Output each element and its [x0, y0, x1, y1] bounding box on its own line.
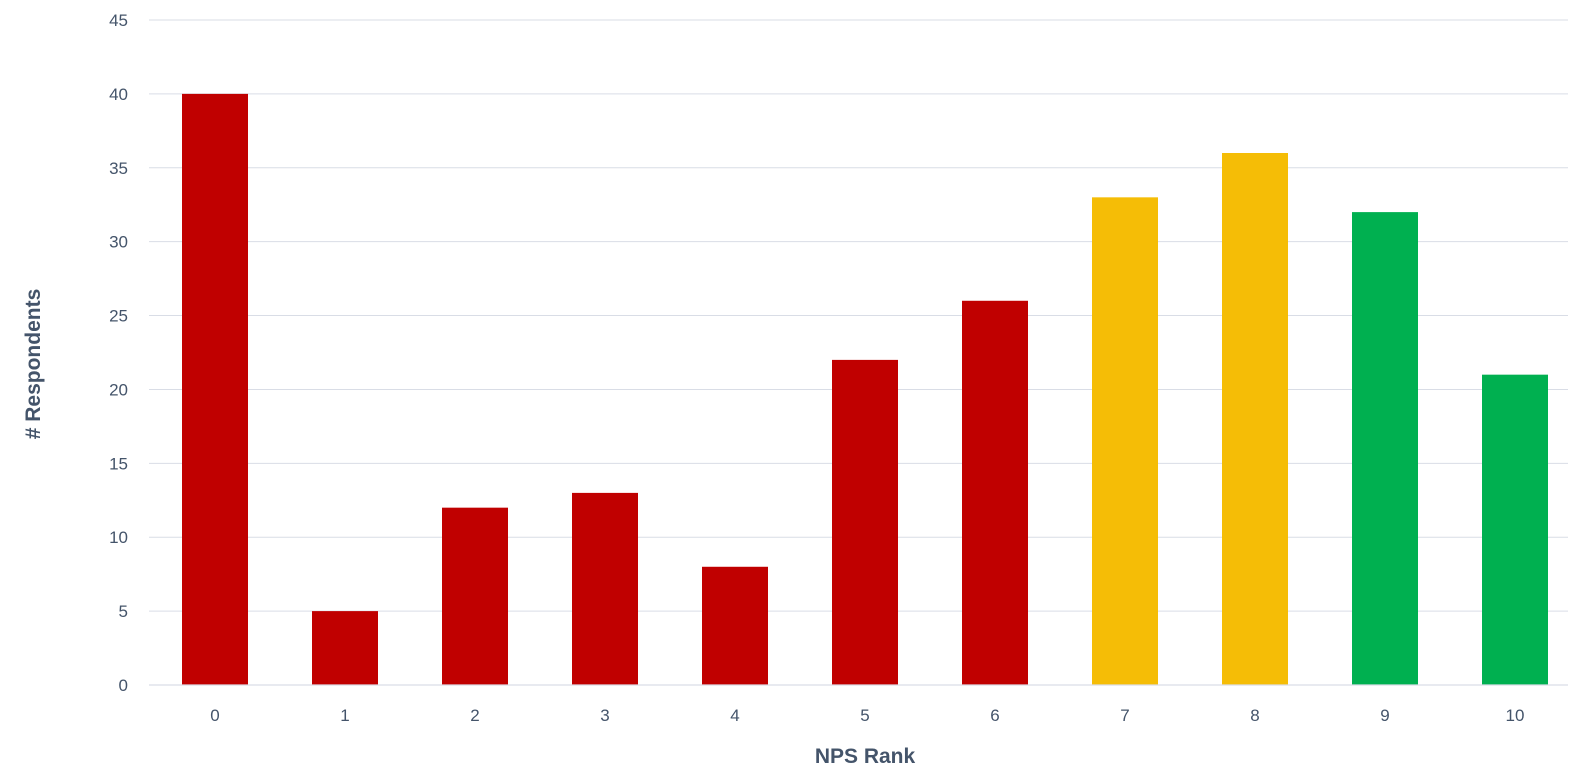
y-tick-label: 30 [109, 233, 128, 252]
bar-nps-0 [182, 93, 248, 685]
x-tick-label: 8 [1250, 706, 1259, 725]
bar-nps-9 [1352, 212, 1418, 685]
x-tick-label: 0 [210, 706, 219, 725]
x-tick-label: 2 [470, 706, 479, 725]
x-tick-label: 1 [340, 706, 349, 725]
y-tick-label: 25 [109, 307, 128, 326]
bar-nps-8 [1222, 153, 1288, 685]
bar-nps-1 [312, 611, 378, 685]
y-axis-ticks: 0 5 10 15 20 25 30 35 40 45 [109, 11, 128, 695]
x-tick-label: 9 [1380, 706, 1389, 725]
bar-nps-6 [962, 300, 1028, 685]
x-axis-ticks: 0 1 2 3 4 5 6 7 8 9 10 [210, 706, 1524, 725]
bar-nps-4 [702, 566, 768, 685]
y-tick-label: 45 [109, 11, 128, 30]
bar-nps-3 [572, 492, 638, 685]
y-tick-label: 15 [109, 454, 128, 473]
bar-nps-5 [832, 359, 898, 685]
y-tick-label: 40 [109, 85, 128, 104]
y-tick-label: 10 [109, 528, 128, 547]
x-tick-label: 5 [860, 706, 869, 725]
y-axis-title: # Respondents [22, 289, 45, 440]
bars [182, 93, 1548, 686]
x-tick-label: 6 [990, 706, 999, 725]
bar-nps-2 [442, 507, 508, 685]
x-axis-title: NPS Rank [815, 745, 916, 768]
bar-nps-10 [1482, 374, 1548, 685]
y-tick-label: 35 [109, 159, 128, 178]
bar-nps-7 [1092, 197, 1158, 686]
gridlines [149, 19, 1568, 612]
x-tick-label: 10 [1506, 706, 1525, 725]
y-tick-label: 20 [109, 380, 128, 399]
y-tick-label: 5 [119, 602, 128, 621]
x-tick-label: 4 [730, 706, 739, 725]
y-tick-label: 0 [119, 676, 128, 695]
x-tick-label: 3 [600, 706, 609, 725]
x-tick-label: 7 [1120, 706, 1129, 725]
